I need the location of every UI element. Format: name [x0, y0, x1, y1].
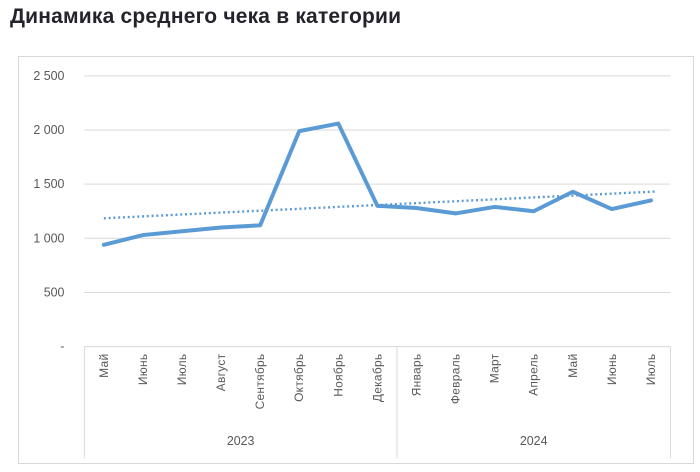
month-label: Июнь — [605, 354, 619, 386]
year-label: 2024 — [520, 434, 548, 448]
month-label: Сентябрь — [253, 354, 267, 410]
year-label: 2023 — [227, 434, 255, 448]
average-check-line-chart: 2 500 2 000 1 500 1 000 500 - Май Июнь Июль Авгус… — [33, 69, 671, 459]
month-label: Январь — [409, 354, 423, 397]
y-tick-label: 2 000 — [33, 123, 64, 137]
y-tick-label: 500 — [44, 285, 65, 299]
month-label: Апрель — [527, 354, 541, 396]
month-label: Июль — [644, 354, 658, 386]
y-tick-label: 1 000 — [33, 231, 64, 245]
series-line-average-check — [101, 121, 653, 247]
x-axis-year-labels: 2023 2024 — [227, 434, 548, 448]
y-tick-label: 1 500 — [33, 177, 64, 191]
gridlines — [84, 75, 671, 348]
month-label: Март — [488, 353, 502, 383]
month-label: Февраль — [449, 354, 463, 405]
chart-title: Динамика среднего чека в категории — [10, 5, 402, 28]
month-label: Ноябрь — [331, 354, 345, 397]
month-label: Июнь — [136, 354, 150, 386]
month-label: Май — [97, 354, 111, 378]
month-label: Июль — [175, 354, 189, 386]
axis-separators — [83, 346, 671, 459]
month-label: Октябрь — [292, 354, 306, 402]
y-axis-labels: 2 500 2 000 1 500 1 000 500 - — [33, 69, 64, 354]
month-label: Май — [566, 354, 580, 378]
chart-container: 2 500 2 000 1 500 1 000 500 - Май Июнь Июль Авгус… — [18, 56, 694, 464]
month-label: Август — [214, 353, 228, 391]
month-label: Декабрь — [370, 354, 384, 403]
y-tick-label: - — [60, 340, 64, 354]
y-tick-label: 2 500 — [33, 69, 64, 83]
trend-line — [103, 190, 656, 220]
x-axis-month-labels: Май Июнь Июль Август Сентябрь Октябрь Ноябрь Де… — [97, 353, 658, 409]
